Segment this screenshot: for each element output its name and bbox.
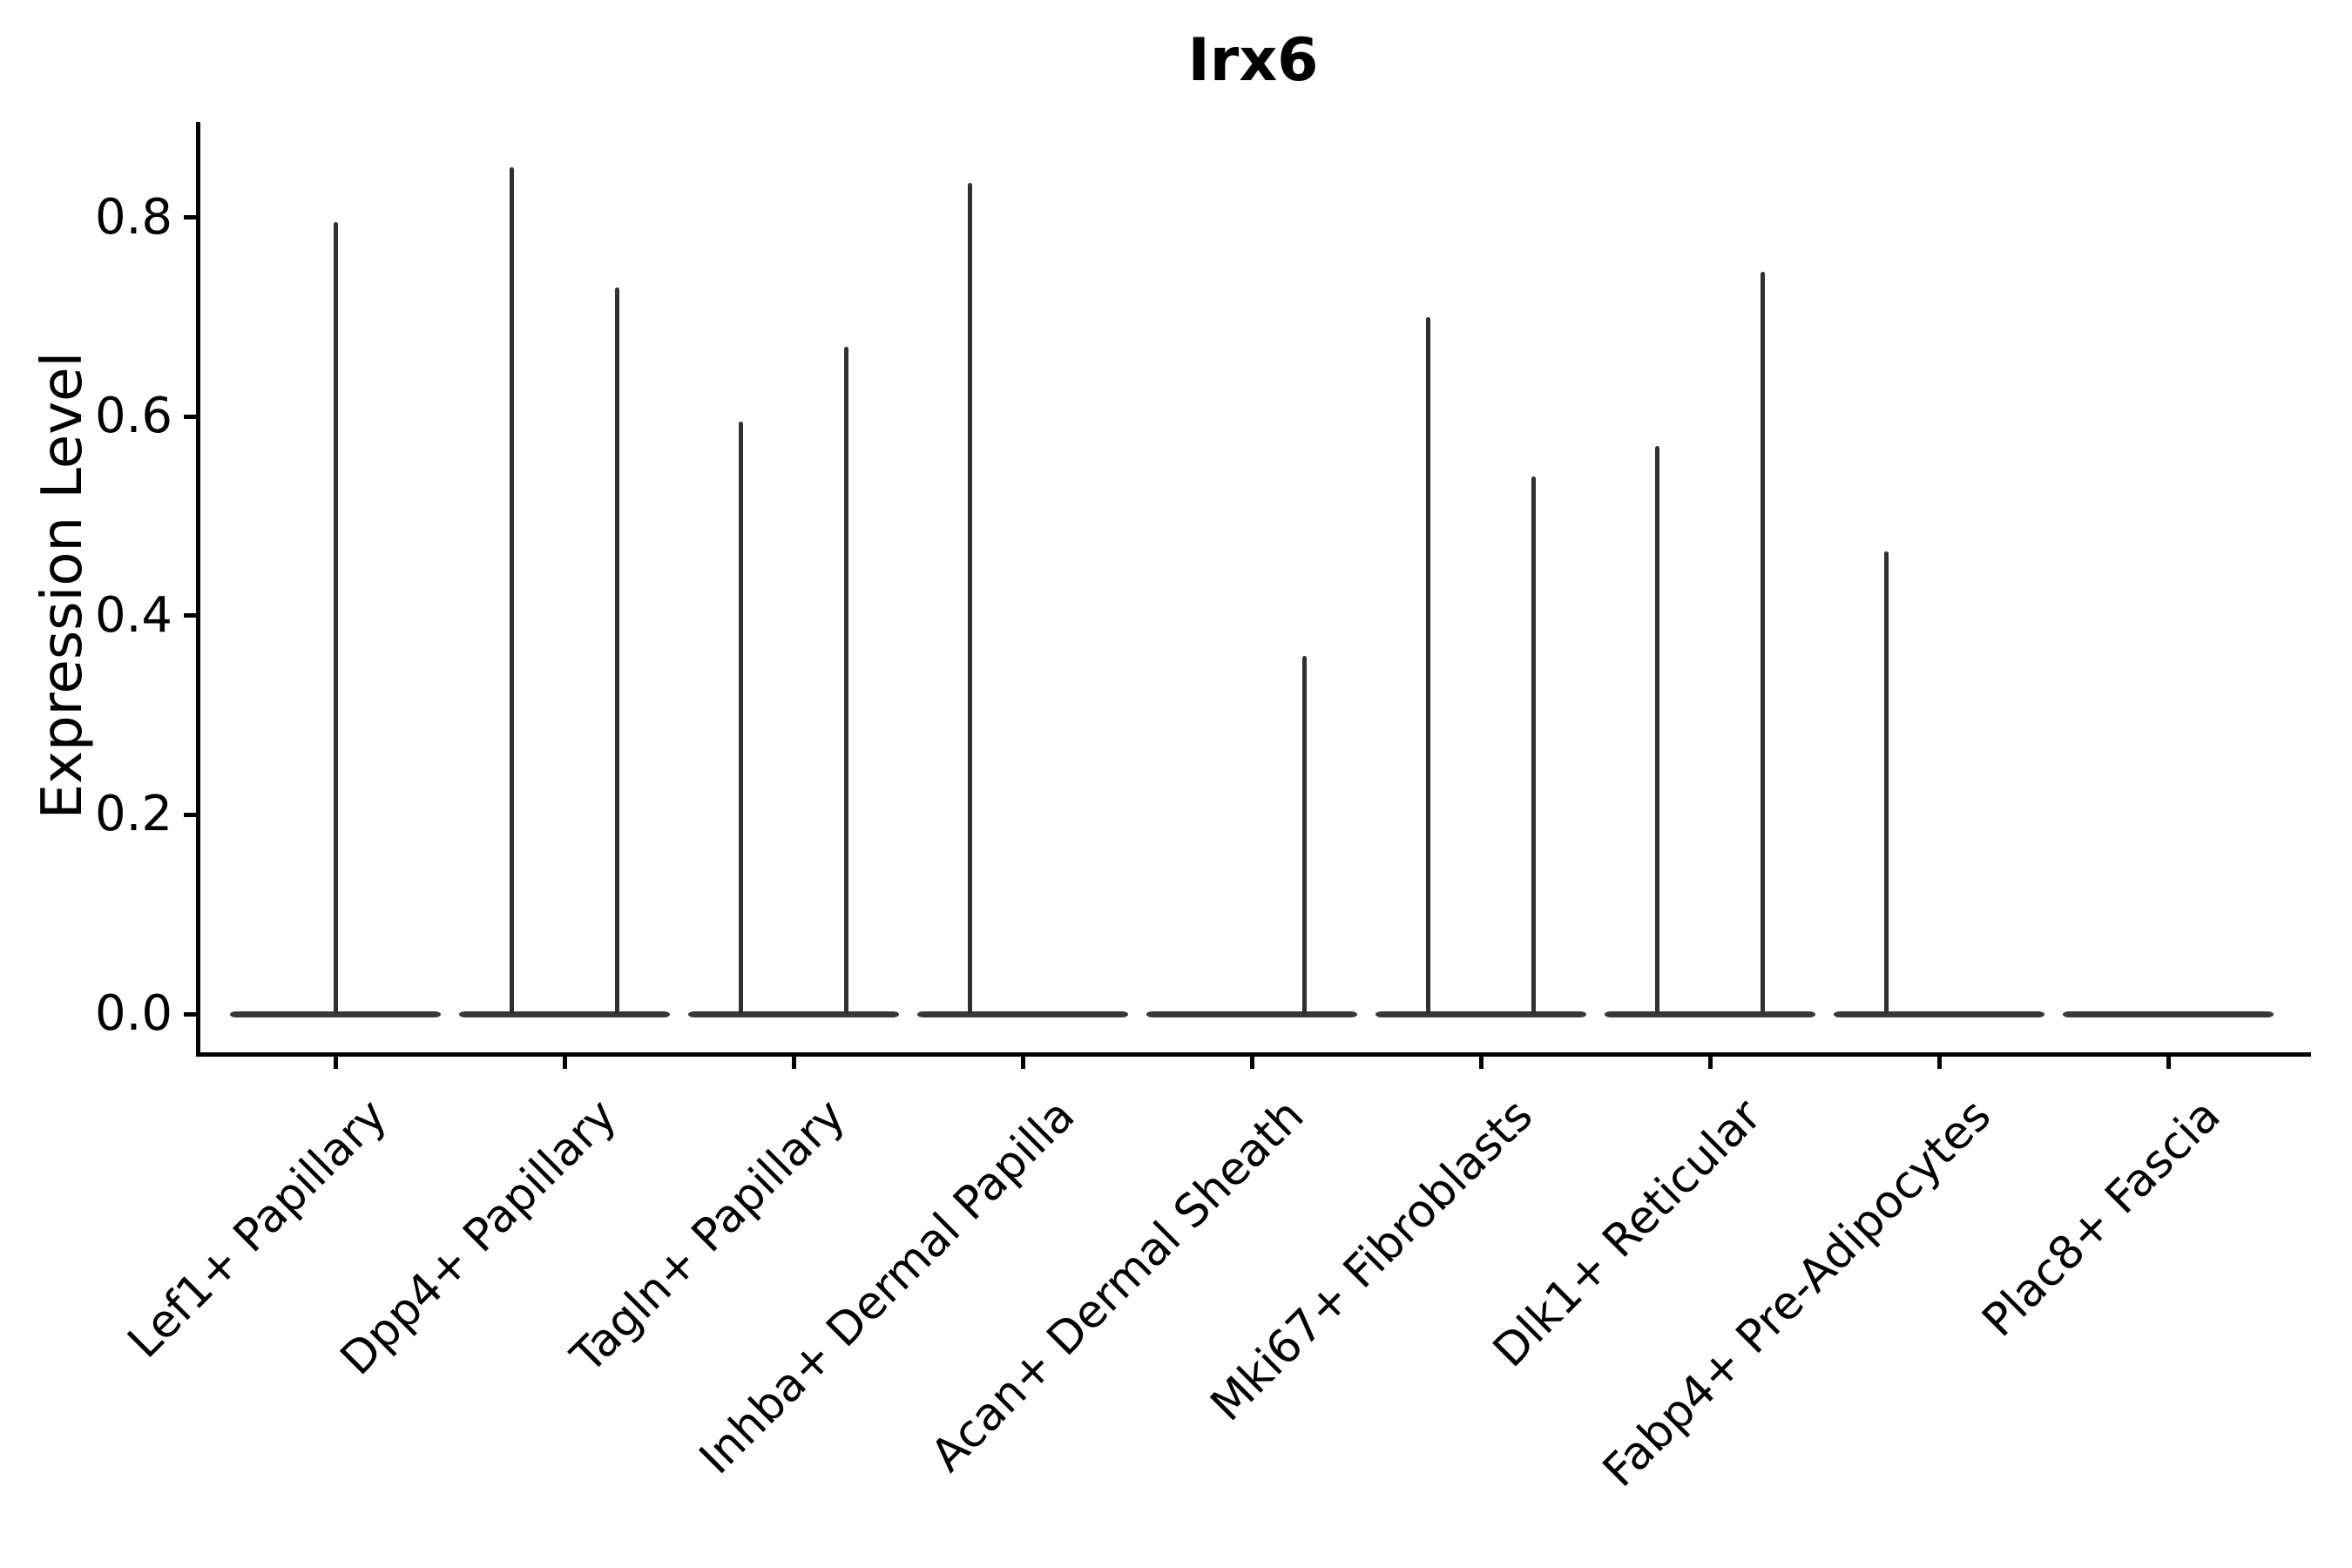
violin-base	[1605, 1010, 1815, 1017]
violin-spike	[615, 287, 619, 1014]
x-axis-spine	[196, 1052, 2311, 1057]
violin-base	[2063, 1010, 2274, 1017]
y-tick-label: 0.4	[94, 586, 172, 644]
x-axis-category-label: Acan+ Dermal Sheath	[921, 1089, 1315, 1483]
x-tick-mark	[2166, 1057, 2171, 1069]
y-tick-label: 0.2	[94, 786, 172, 843]
violin-spike	[739, 421, 743, 1014]
x-axis-category-label: Inhba+ Dermal Papilla	[689, 1089, 1085, 1485]
chart-title: Irx6	[1187, 26, 1319, 95]
y-tick-label: 0.0	[94, 985, 172, 1042]
violin-spike	[1426, 316, 1430, 1014]
violin-spike	[844, 347, 848, 1014]
violin-base	[1834, 1010, 2044, 1017]
violin-spike	[1884, 551, 1889, 1014]
violin-spike	[1531, 476, 1536, 1014]
y-tick-mark	[184, 215, 198, 220]
violin-spike	[1761, 272, 1765, 1014]
y-tick-mark	[184, 613, 198, 618]
x-tick-mark	[1707, 1057, 1713, 1069]
x-tick-mark	[562, 1057, 567, 1069]
x-tick-mark	[1478, 1057, 1484, 1069]
violin-base	[1146, 1010, 1357, 1017]
y-tick-mark	[184, 414, 198, 419]
y-tick-mark	[184, 812, 198, 817]
x-tick-mark	[1020, 1057, 1025, 1069]
x-tick-mark	[1936, 1057, 1942, 1069]
violin-spike	[968, 182, 972, 1014]
violin-base	[459, 1010, 670, 1017]
x-tick-mark	[333, 1057, 338, 1069]
x-axis-category-label: Plac8+ Fascia	[1972, 1089, 2231, 1348]
violin-spike	[333, 222, 338, 1014]
y-tick-mark	[184, 1011, 198, 1017]
x-tick-mark	[791, 1057, 796, 1069]
y-tick-label: 0.6	[94, 388, 172, 445]
violin-base	[688, 1010, 899, 1017]
violin-spike	[1302, 655, 1307, 1014]
y-tick-label: 0.8	[94, 188, 172, 246]
violin-base	[917, 1010, 1128, 1017]
y-axis-spine	[196, 122, 200, 1057]
violin-base	[1375, 1010, 1586, 1017]
violin-spike	[510, 167, 514, 1014]
x-axis-category-label: Fabp4+ Pre-Adipocytes	[1592, 1089, 2002, 1497]
x-tick-mark	[1249, 1057, 1254, 1069]
violin-spike	[1655, 446, 1659, 1014]
violin-base	[230, 1010, 441, 1017]
